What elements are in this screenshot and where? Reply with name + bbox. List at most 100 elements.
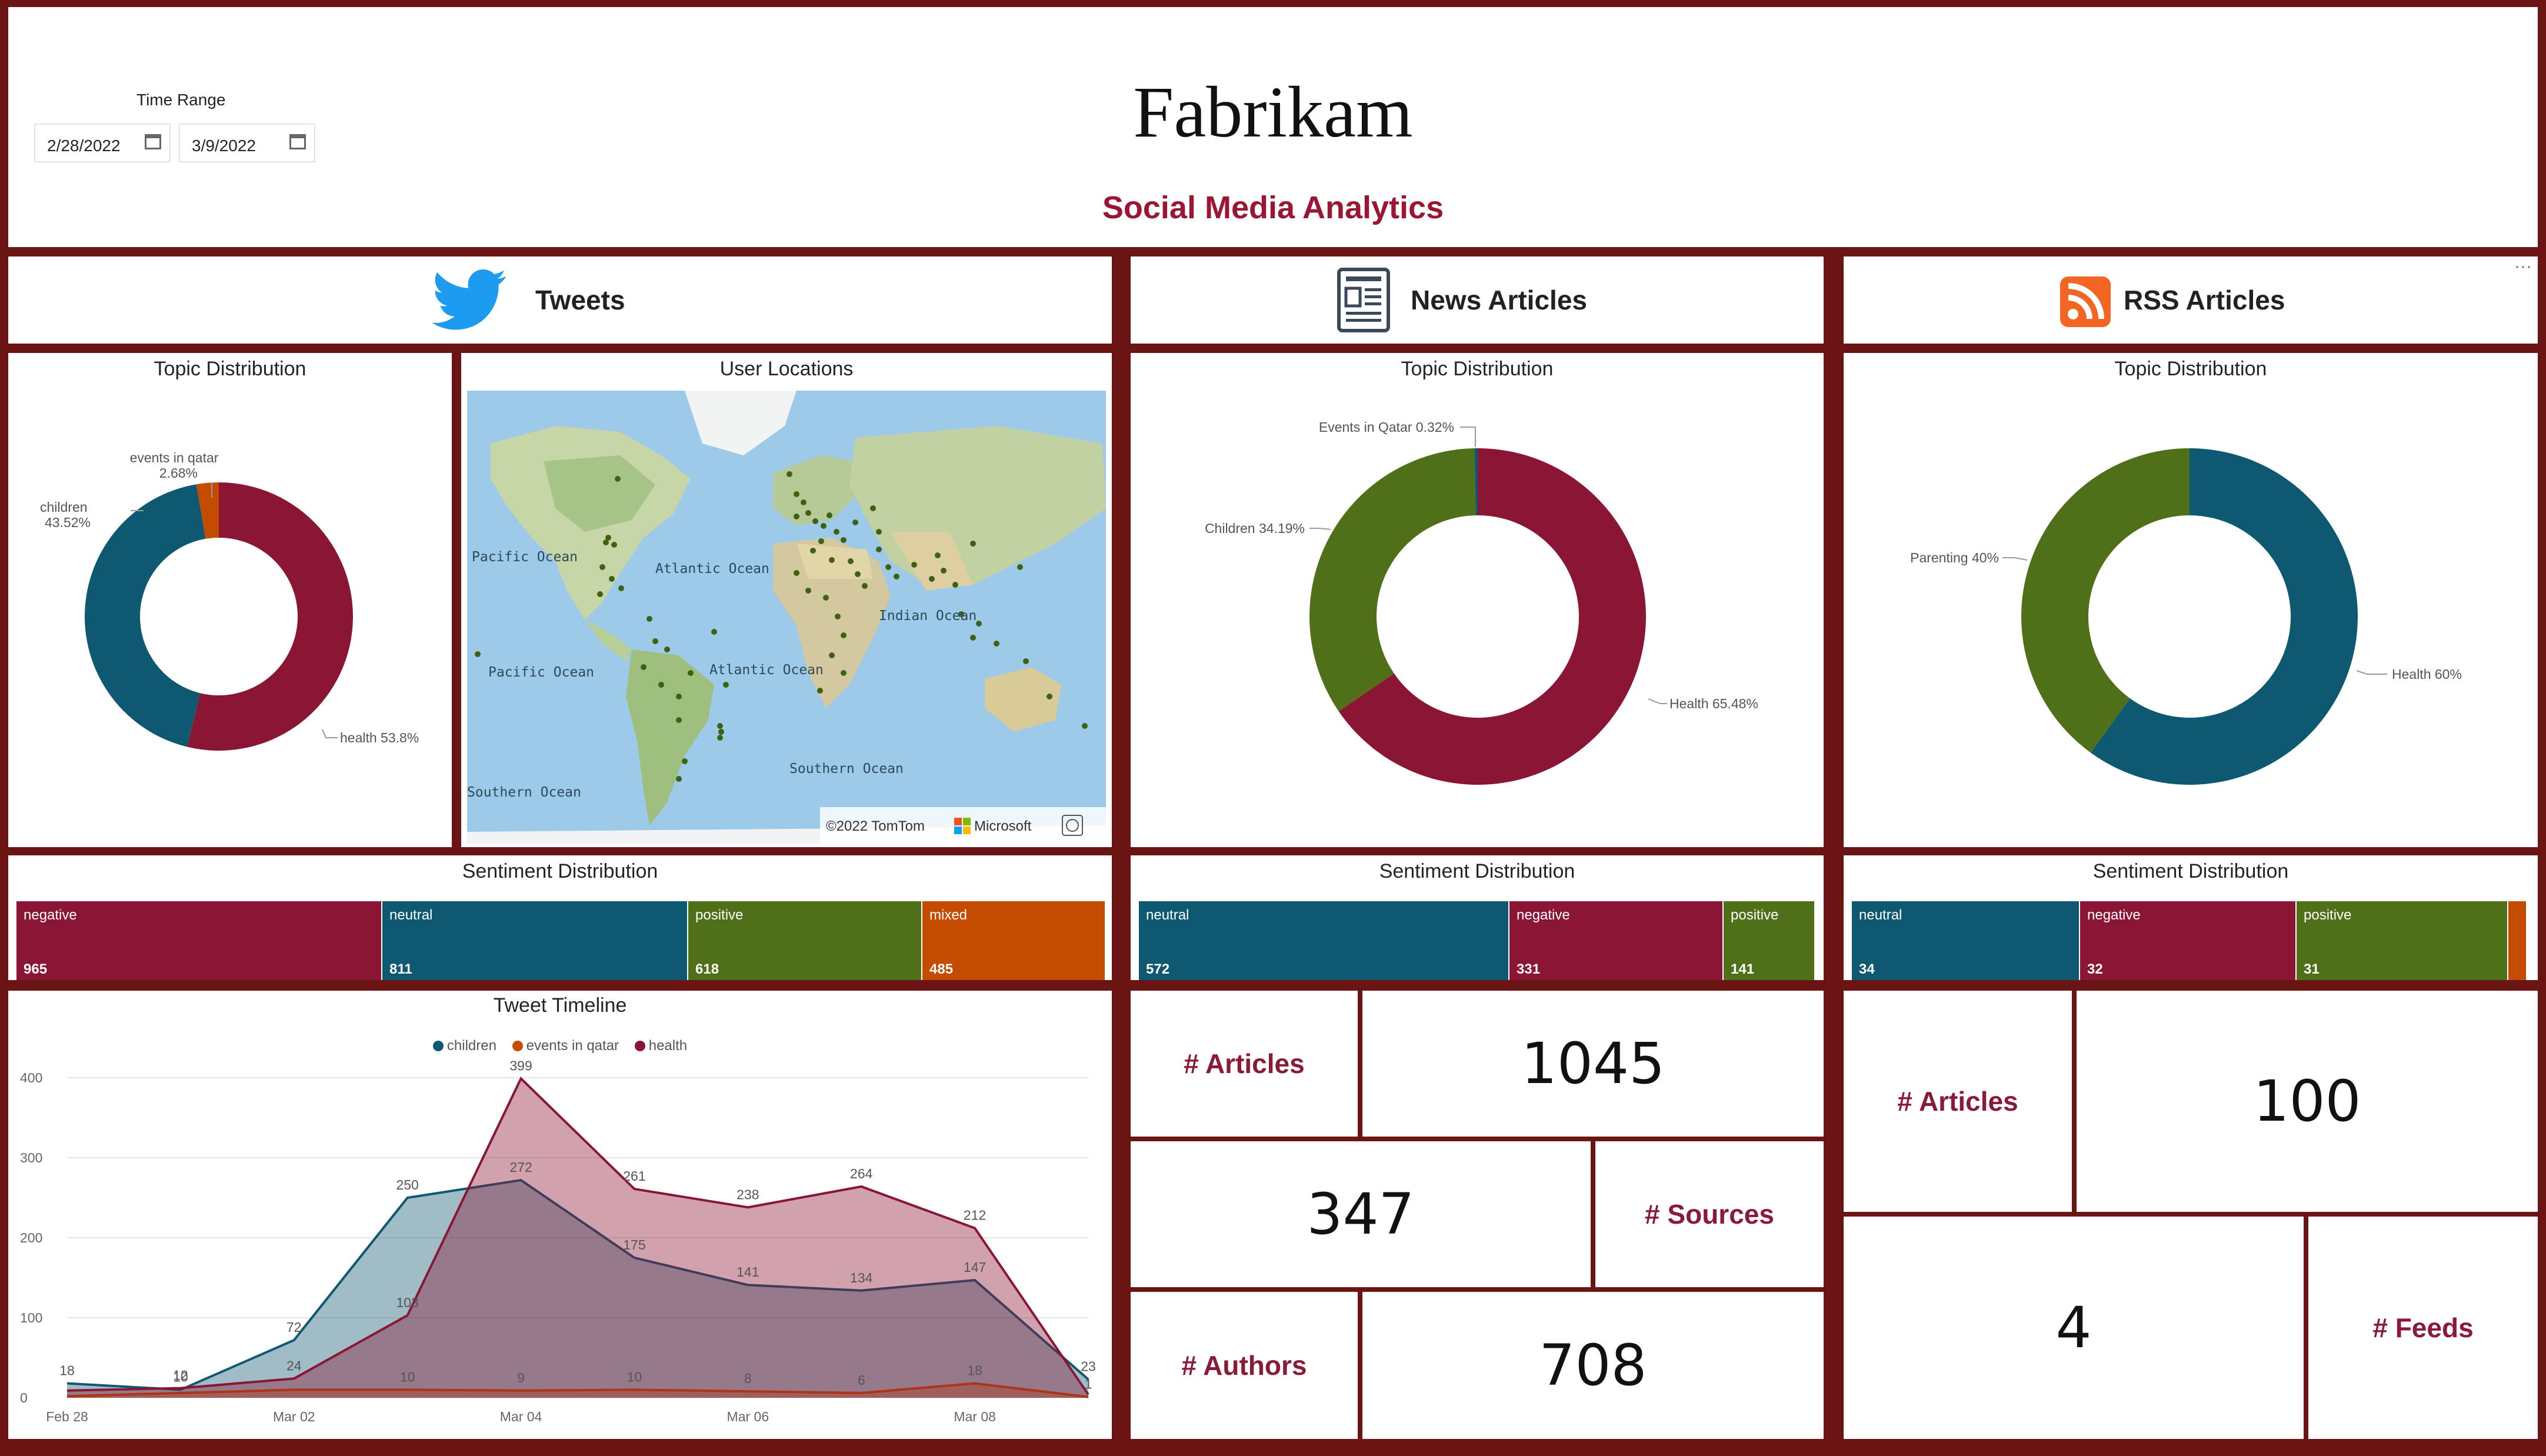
feeds-kpi-label: # Feeds (2308, 1217, 2538, 1439)
bar-value: 572 (1146, 961, 1170, 977)
data-label: 1 (1085, 1377, 1092, 1392)
sentiment-bar-neutral[interactable]: neutral 811 (382, 901, 687, 980)
sentiment-bar-positive[interactable]: positive 31 (2297, 901, 2507, 980)
rss-kpi-area: # Articles 100 4 # Feeds (1844, 991, 2538, 1439)
bar-value: 485 (929, 961, 954, 977)
articles-kpi-label: # Articles (1131, 991, 1358, 1137)
sentiment-bar-negative[interactable]: negative 331 (1509, 901, 1722, 980)
newspaper-icon (1337, 268, 1390, 332)
data-label: 18 (59, 1363, 75, 1378)
location-dots (475, 471, 1088, 782)
rss-topic-title: Topic Distribution (2114, 358, 2267, 380)
x-tick-label: Mar 06 (727, 1409, 769, 1424)
news-topic-title: Topic Distribution (1401, 358, 1554, 380)
calendar-icon[interactable] (145, 134, 161, 149)
start-date-input[interactable]: 2/28/2022 (34, 124, 171, 162)
tweets-sentiment-title: Sentiment Distribution (462, 860, 658, 882)
tweets-sentiment-panel: Sentiment Distribution negative 965 neut… (8, 855, 1112, 980)
children-pct: 43.52% (45, 515, 91, 530)
health-label: Health 60% (2392, 667, 2462, 682)
parenting-label: Parenting 40% (1910, 550, 1999, 565)
calendar-icon[interactable] (289, 134, 306, 149)
x-tick-label: Mar 04 (500, 1409, 542, 1424)
map-credit: ©2022 TomTom (826, 818, 925, 834)
data-label: 250 (396, 1177, 418, 1192)
rss-donut-chart: Parenting 40% Health 60% (1910, 448, 2462, 785)
health-label: Health 65.48% (1669, 696, 1758, 711)
sentiment-bar-neutral[interactable]: neutral 572 (1139, 901, 1508, 980)
donut-slice-children[interactable] (1309, 448, 1476, 711)
news-sentiment-title: Sentiment Distribution (1379, 860, 1575, 882)
sources-kpi-value: 347 (1131, 1141, 1591, 1287)
bar-label: positive (695, 907, 744, 923)
data-label: 12 (173, 1368, 188, 1383)
rss-topic-panel: Topic Distribution Parenting 40% Health … (1844, 353, 2538, 847)
sources-kpi-label: # Sources (1595, 1141, 1824, 1287)
timeline-legend: children events in qatar health (8, 1038, 1112, 1054)
bar-value: 811 (389, 961, 412, 977)
donut-slice-events[interactable] (196, 482, 219, 539)
user-locations-panel: User Locations (461, 353, 1112, 847)
ocean-label: Southern Ocean (789, 761, 904, 777)
bar-value: 965 (24, 961, 48, 977)
news-topic-panel: Topic Distribution Events in Qatar 0.32%… (1131, 353, 1824, 847)
y-tick-label: 400 (20, 1070, 42, 1085)
ocean-label: Atlantic Ocean (709, 662, 824, 678)
data-label: 272 (509, 1160, 532, 1175)
donut-slice-health[interactable] (187, 482, 353, 751)
donut-slices (2021, 448, 2358, 785)
line-children (66, 1178, 1089, 1391)
news-donut-chart: Events in Qatar 0.32% Children 34.19% He… (1205, 419, 1758, 785)
data-label: 8 (744, 1371, 752, 1386)
legend-label: health (648, 1038, 688, 1054)
donut-slice-children[interactable] (84, 484, 206, 747)
sentiment-bar-neutral[interactable]: neutral 34 (1852, 901, 2079, 980)
legend-label: events in qatar (526, 1038, 619, 1054)
bar-label: neutral (1859, 907, 1902, 923)
donut-slices (84, 482, 353, 751)
donut-slice-events[interactable] (1474, 448, 1478, 516)
sentiment-bar-positive[interactable]: positive 618 (688, 901, 921, 980)
donut-slice-parenting[interactable] (2021, 448, 2190, 753)
microsoft-logo-icon (954, 818, 971, 834)
authors-kpi-value: 708 (1362, 1292, 1824, 1439)
world-map[interactable]: Pacific Ocean Atlantic Ocean Indian Ocea… (467, 391, 1106, 844)
bar-label: neutral (389, 907, 433, 923)
start-date-value: 2/28/2022 (47, 136, 121, 155)
bar-value: 32 (2087, 961, 2103, 977)
bar-value: 331 (1517, 961, 1541, 977)
map-brand: Microsoft (974, 818, 1032, 834)
donut-slice-health[interactable] (1338, 448, 1646, 785)
data-label: 72 (286, 1320, 302, 1335)
tweet-timeline-panel: Tweet Timeline children events in qatar … (8, 991, 1112, 1439)
area-children (67, 1180, 1088, 1398)
tweets-header: Tweets (8, 256, 1112, 344)
events-label: Events in Qatar 0.32% (1319, 419, 1454, 435)
sentiment-bar-positive[interactable]: positive 141 (1724, 901, 1814, 980)
end-date-input[interactable]: 3/9/2022 (179, 124, 315, 162)
page-subtitle: Social Media Analytics (1102, 190, 1444, 225)
legend-item[interactable]: children (432, 1038, 496, 1054)
line-events-in-qatar (66, 1382, 1089, 1398)
y-tick-label: 200 (20, 1230, 42, 1245)
data-label: 147 (964, 1260, 986, 1275)
map-title: User Locations (719, 358, 854, 380)
bar-value: 31 (2304, 961, 2320, 977)
sentiment-bar-negative[interactable]: negative 32 (2080, 901, 2295, 980)
rss-title: RSS Articles (2124, 285, 2285, 315)
more-options-icon[interactable]: ··· (2514, 256, 2532, 276)
articles-kpi-label: # Articles (1844, 991, 2072, 1212)
sentiment-bar-other[interactable] (2508, 901, 2526, 980)
sentiment-bar-negative[interactable]: negative 965 (16, 901, 381, 980)
data-label: 9 (517, 1370, 525, 1385)
tweets-topic-title: Topic Distribution (154, 358, 306, 380)
legend-item[interactable]: events in qatar (512, 1038, 619, 1054)
sentiment-bar-mixed[interactable]: mixed 485 (922, 901, 1105, 980)
legend-item[interactable]: health (634, 1038, 688, 1054)
tweets-title: Tweets (535, 285, 625, 315)
donut-slice-health[interactable] (2090, 448, 2358, 785)
news-sentiment-panel: Sentiment Distribution neutral 572 negat… (1131, 855, 1824, 980)
brand-title: Fabrikam (1133, 72, 1413, 152)
data-label: 134 (850, 1270, 873, 1285)
end-date-value: 3/9/2022 (192, 136, 256, 155)
